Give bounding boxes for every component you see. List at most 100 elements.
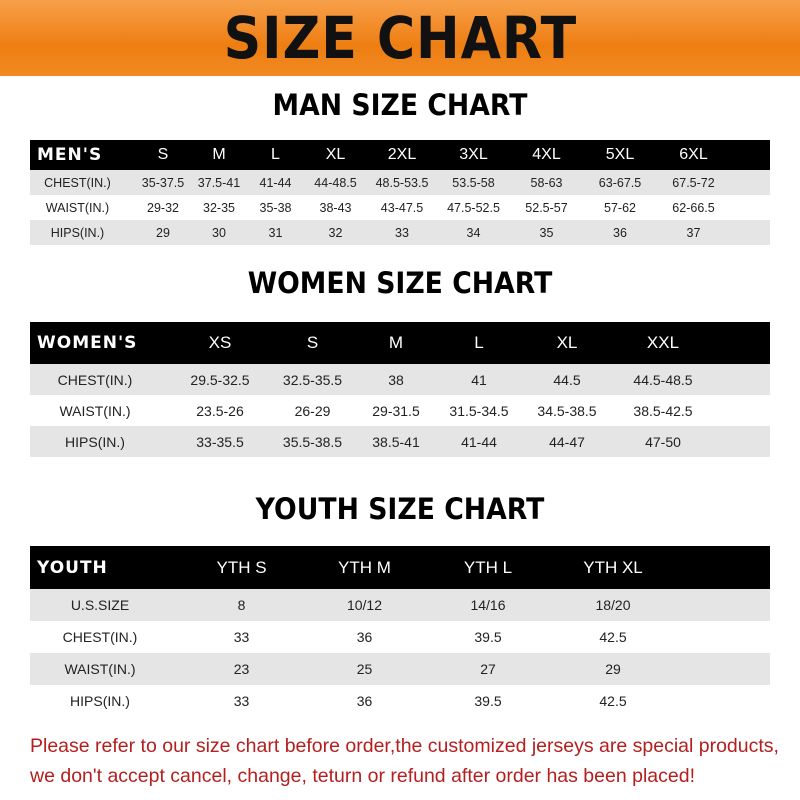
table-row: WAIST(IN.) 29-32 32-35 35-38 38-43 43-47.5 47.… — [30, 195, 770, 220]
women-section-title: WOMEN SIZE CHART — [247, 266, 553, 300]
row-label: CHEST(IN.) — [62, 629, 138, 645]
table-row: CHEST(IN.) 35-37.5 37.5-41 41-44 44-48.5 48.5… — [30, 170, 770, 195]
table-cell: YTH L — [463, 557, 513, 577]
row-label: WOMEN'S — [37, 333, 138, 353]
table-cell: 29 — [605, 661, 621, 677]
table-row: U.S.SIZE 8 10/12 14/16 18/20 — [30, 589, 770, 621]
table-cell: 32-35 — [203, 200, 235, 215]
table-cell: 44-47 — [549, 433, 585, 450]
row-label: WAIST(IN.) — [45, 200, 110, 215]
table-cell: 58-63 — [530, 175, 563, 190]
table-cell: 33-35.5 — [196, 433, 244, 450]
table-row: WAIST(IN.) 23.5-26 26-29 29-31.5 31.5-34.5 34… — [30, 395, 770, 426]
table-cell: XS — [208, 333, 232, 352]
table-cell: XXL — [646, 333, 680, 352]
table-header-row: YOUTH YTH S YTH M YTH L YTH XL — [30, 546, 770, 589]
table-cell: 32 — [328, 225, 343, 240]
table-cell: 41-44 — [259, 175, 292, 190]
table-cell: 39.5 — [474, 629, 502, 645]
table-cell: 47-50 — [645, 433, 681, 450]
table-cell: 38-43 — [319, 200, 352, 215]
table-row: CHEST(IN.) 33 36 39.5 42.5 — [30, 621, 770, 653]
table-cell: 5XL — [605, 146, 635, 163]
table-cell: 36 — [356, 693, 373, 709]
table-cell: 3XL — [459, 146, 488, 163]
title-banner: SIZE CHART — [0, 0, 800, 76]
table-cell: L — [271, 146, 280, 163]
table-cell: 44.5 — [553, 371, 581, 388]
youth-section-title: YOUTH SIZE CHART — [255, 492, 545, 526]
table-cell: 67.5-72 — [672, 175, 715, 190]
table-cell: 63-67.5 — [598, 175, 642, 190]
table-cell: 39.5 — [474, 693, 502, 709]
table-cell: 18/20 — [595, 597, 631, 613]
row-label: CHEST(IN.) — [44, 175, 111, 190]
table-cell: 32.5-35.5 — [282, 371, 343, 388]
table-cell: 53.5-58 — [452, 175, 495, 190]
table-row: HIPS(IN.) 29 30 31 32 33 34 35 36 37 — [30, 220, 770, 245]
table-cell: 52.5-57 — [525, 200, 568, 215]
table-row: WAIST(IN.) 23 25 27 29 — [30, 653, 770, 685]
table-cell: 29-32 — [147, 200, 179, 215]
row-label: MEN'S — [37, 145, 103, 165]
youth-size-table: YOUTH YTH S YTH M YTH L YTH XL U.S.SIZE 8 10/12… — [30, 546, 770, 717]
table-cell: 10/12 — [346, 597, 383, 613]
table-cell: 29-31.5 — [372, 402, 420, 419]
table-cell: YTH M — [338, 557, 391, 577]
row-label: U.S.SIZE — [70, 597, 130, 613]
table-cell: 37.5-41 — [197, 175, 241, 190]
table-cell: 27 — [480, 661, 496, 677]
table-cell: 35-38 — [259, 200, 292, 215]
row-label: HIPS(IN.) — [65, 433, 125, 450]
table-cell: 33 — [233, 693, 250, 709]
table-cell: 37 — [686, 225, 701, 240]
table-cell: 33 — [233, 629, 250, 645]
table-cell: 41 — [471, 371, 487, 388]
table-cell: 57-62 — [604, 200, 636, 215]
table-cell: 42.5 — [599, 629, 627, 645]
table-cell: 41-44 — [461, 433, 497, 450]
table-header-row: WOMEN'S XS S M L XL XXL — [30, 322, 770, 364]
table-cell: L — [474, 333, 484, 352]
table-cell: 36 — [613, 225, 627, 240]
table-cell: 30 — [212, 225, 226, 240]
table-cell: 2XL — [387, 146, 417, 163]
main-title: SIZE CHART — [223, 4, 577, 72]
table-row: CHEST(IN.) 29.5-32.5 32.5-35.5 38 41 44.5 44.5… — [30, 364, 770, 395]
table-cell: 23.5-26 — [196, 402, 244, 419]
table-cell: 35.5-38.5 — [282, 433, 343, 450]
table-cell: 44-48.5 — [314, 175, 357, 190]
table-cell: 33 — [395, 225, 409, 240]
table-cell: S — [157, 146, 169, 163]
table-cell: 35 — [539, 225, 554, 240]
men-section-title: MAN SIZE CHART — [272, 88, 528, 122]
table-cell: 43-47.5 — [380, 200, 424, 215]
table-cell: 8 — [237, 597, 246, 613]
table-cell: 6XL — [679, 146, 708, 163]
row-label: WAIST(IN.) — [64, 661, 136, 677]
table-cell: 38.5-42.5 — [633, 402, 693, 419]
table-cell: 26-29 — [294, 402, 331, 419]
table-cell: 25 — [356, 661, 373, 677]
table-cell: 29 — [156, 225, 170, 240]
notice-line-2: we don't accept cancel, change, teturn o… — [30, 765, 695, 787]
table-cell: 4XL — [532, 146, 561, 163]
table-cell: XL — [556, 333, 578, 352]
table-cell: 31.5-34.5 — [449, 402, 509, 419]
table-row: HIPS(IN.) 33-35.5 35.5-38.5 38.5-41 41-44 44-… — [30, 426, 770, 457]
row-label: WAIST(IN.) — [59, 402, 131, 419]
table-cell: M — [212, 146, 226, 163]
table-cell: 38 — [388, 371, 404, 388]
table-cell: 48.5-53.5 — [375, 175, 429, 190]
table-cell: 31 — [268, 225, 283, 240]
row-label: YOUTH — [37, 557, 108, 578]
table-cell: S — [306, 333, 319, 352]
table-cell: 36 — [356, 629, 373, 645]
row-label: HIPS(IN.) — [70, 693, 130, 709]
table-cell: 35-37.5 — [141, 175, 185, 190]
table-cell: YTH XL — [583, 557, 643, 577]
table-cell: 62-66.5 — [672, 200, 715, 215]
table-cell: 29.5-32.5 — [190, 371, 250, 388]
table-cell: 47.5-52.5 — [447, 200, 500, 215]
table-cell: 34 — [466, 225, 481, 240]
